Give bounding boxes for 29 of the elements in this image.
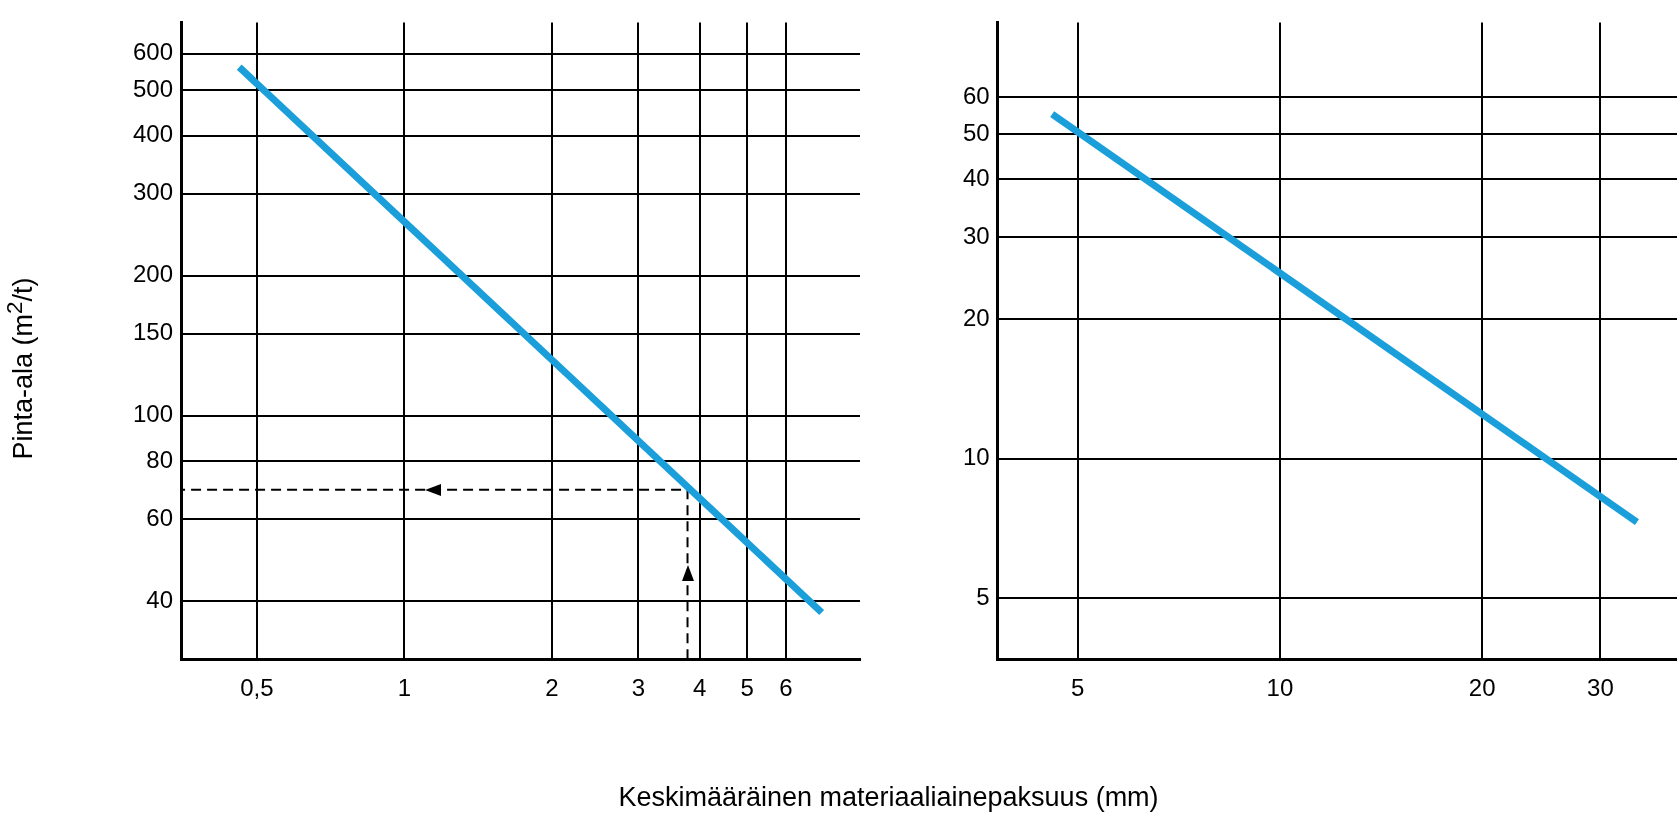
y-tick-label: 10 [962, 443, 990, 471]
x-tick-label: 10 [1266, 674, 1294, 702]
x-tick-label: 30 [1587, 674, 1614, 702]
y-tick-label: 400 [133, 120, 174, 148]
y-tick-label: 40 [146, 585, 174, 613]
y-tick-label: 40 [962, 163, 990, 191]
y-tick-label: 50 [962, 118, 990, 146]
x-tick-label: 6 [779, 674, 793, 702]
y-tick-label: 80 [146, 445, 174, 473]
y-tick-label: 5 [976, 583, 990, 611]
x-tick-label: 0,5 [240, 674, 274, 702]
y-tick-label: 20 [962, 303, 990, 331]
y-tick-label: 300 [133, 178, 174, 206]
y-tick-label: 500 [133, 75, 174, 103]
x-tick-label: 1 [397, 674, 412, 702]
x-tick-label: 5 [1071, 674, 1085, 702]
y-tick-label: 100 [133, 400, 174, 428]
y-tick-label: 60 [962, 81, 990, 109]
x-tick-label: 4 [692, 674, 707, 702]
x-tick-label: 5 [740, 674, 754, 702]
y-tick-label: 150 [133, 318, 174, 346]
y-tick-label: 60 [146, 503, 174, 531]
x-tick-label: 3 [631, 674, 646, 702]
x-axis-title: Keskimääräinen materiaaliainepaksuus (mm) [617, 782, 1160, 813]
x-tick-label: 20 [1468, 674, 1496, 702]
y-tick-label: 30 [962, 221, 990, 249]
y-tick-label: 200 [133, 260, 174, 288]
y-tick-label: 600 [133, 38, 174, 66]
x-tick-label: 2 [545, 674, 559, 702]
